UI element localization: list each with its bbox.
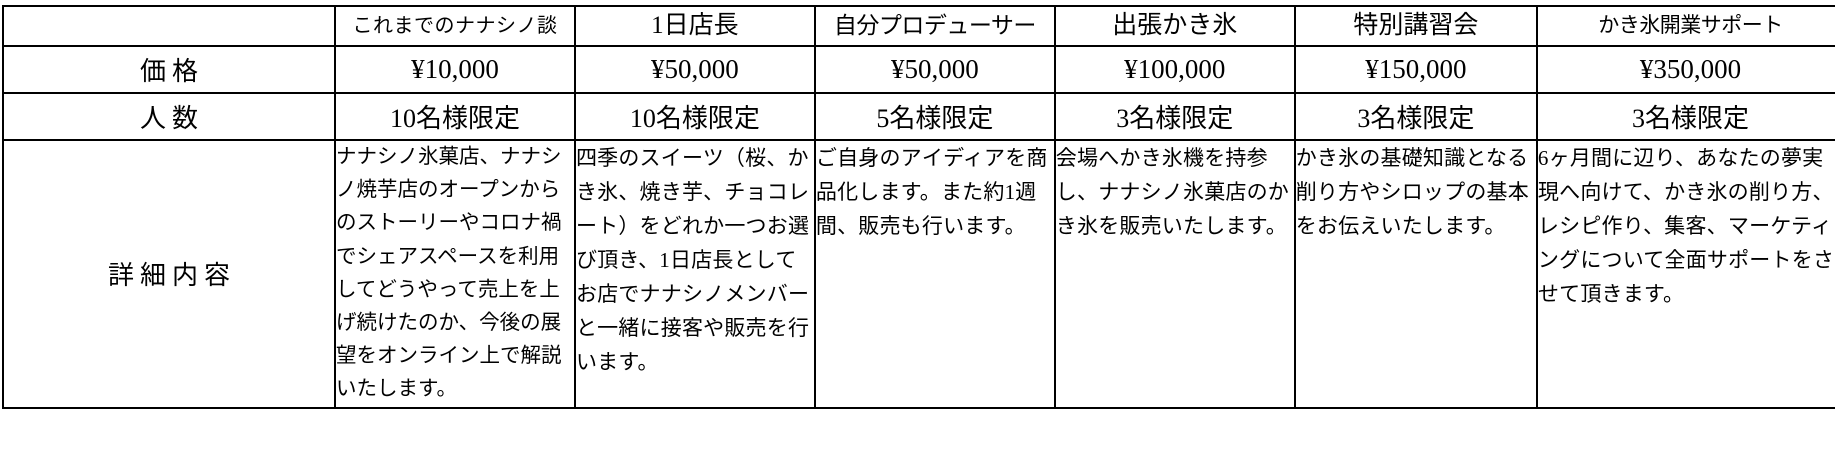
price-cell-6: ¥350,000 bbox=[1535, 45, 1835, 94]
detail-cell-2: 四季のスイーツ（桜、かき氷、焼き芋、チョコレート）をどれか一つお選び頂き、1日店… bbox=[573, 139, 816, 409]
detail-cell-6: 6ヶ月間に辺り、あなたの夢実現へ向けて、かき氷の削り方、レシピ作り、集客、マーケ… bbox=[1535, 139, 1835, 409]
column-header-3: 自分プロデューサー bbox=[813, 5, 1056, 47]
capacity-cell-3: 5名様限定 bbox=[813, 92, 1056, 141]
column-header-4: 出張かき氷 bbox=[1053, 5, 1296, 47]
row-label-capacity: 人数 bbox=[1, 92, 337, 141]
capacity-cell-5: 3名様限定 bbox=[1293, 92, 1538, 141]
capacity-cell-4: 3名様限定 bbox=[1053, 92, 1296, 141]
column-header-1: これまでのナナシノ談 bbox=[334, 5, 576, 47]
table-corner-cell bbox=[1, 5, 337, 47]
table-row-capacity: 人数 10名様限定 10名様限定 5名様限定 3名様限定 3名様限定 3名様限定 bbox=[1, 92, 1835, 141]
table-row-detail: 詳細内容 ナナシノ氷菓店、ナナシノ焼芋店のオープンからのストーリーやコロナ禍でシ… bbox=[1, 139, 1835, 409]
price-cell-5: ¥150,000 bbox=[1293, 45, 1538, 94]
price-cell-2: ¥50,000 bbox=[573, 45, 816, 94]
column-header-5: 特別講習会 bbox=[1293, 5, 1538, 47]
price-cell-3: ¥50,000 bbox=[813, 45, 1056, 94]
capacity-cell-6: 3名様限定 bbox=[1535, 92, 1835, 141]
detail-cell-5: かき氷の基礎知識となる削り方やシロップの基本をお伝えいたします。 bbox=[1293, 139, 1538, 409]
column-header-6: かき氷開業サポート bbox=[1535, 5, 1835, 47]
detail-cell-1: ナナシノ氷菓店、ナナシノ焼芋店のオープンからのストーリーやコロナ禍でシェアスペー… bbox=[334, 139, 576, 409]
row-label-price: 価格 bbox=[1, 45, 337, 94]
detail-cell-3: ご自身のアイディアを商品化します。また約1週間、販売も行います。 bbox=[813, 139, 1056, 409]
price-cell-4: ¥100,000 bbox=[1053, 45, 1296, 94]
detail-cell-4: 会場へかき氷機を持参し、ナナシノ氷菓店のかき氷を販売いたします。 bbox=[1053, 139, 1296, 409]
column-header-2: 1日店長 bbox=[573, 5, 816, 47]
capacity-cell-2: 10名様限定 bbox=[573, 92, 816, 141]
table-row-price: 価格 ¥10,000 ¥50,000 ¥50,000 ¥100,000 ¥150… bbox=[1, 45, 1835, 94]
pricing-table-container: これまでのナナシノ談 1日店長 自分プロデューサー 出張かき氷 特別講習会 かき… bbox=[0, 5, 1835, 465]
pricing-table: これまでのナナシノ談 1日店長 自分プロデューサー 出張かき氷 特別講習会 かき… bbox=[1, 5, 1835, 409]
row-label-detail: 詳細内容 bbox=[1, 139, 337, 409]
capacity-cell-1: 10名様限定 bbox=[334, 92, 576, 141]
table-header-row: これまでのナナシノ談 1日店長 自分プロデューサー 出張かき氷 特別講習会 かき… bbox=[1, 5, 1835, 47]
price-cell-1: ¥10,000 bbox=[334, 45, 576, 94]
